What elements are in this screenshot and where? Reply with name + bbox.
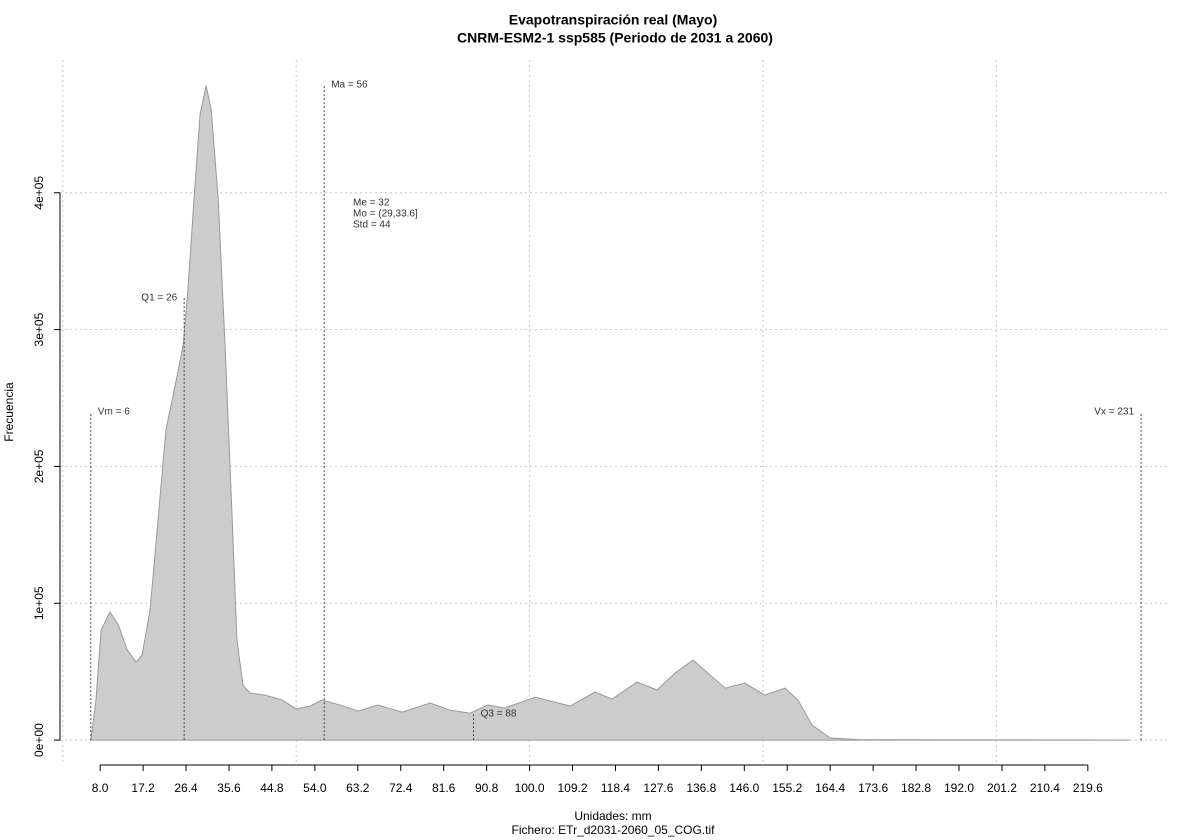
y-tick-label: 3e+05 bbox=[32, 312, 46, 346]
y-tick-label: 4e+05 bbox=[32, 176, 46, 210]
x-tick-label: 192.0 bbox=[944, 781, 974, 795]
y-tick-label: 2e+05 bbox=[32, 449, 46, 483]
x-tick-label: 17.2 bbox=[131, 781, 155, 795]
x-tick-label: 127.6 bbox=[643, 781, 673, 795]
x-axis-label: Unidades: mm bbox=[574, 809, 651, 823]
marker-label: Ma = 56 bbox=[331, 80, 368, 91]
x-tick-label: 210.4 bbox=[1030, 781, 1060, 795]
marker-label: Q1 = 26 bbox=[141, 293, 177, 304]
stat-label: Me = 32 bbox=[353, 198, 390, 209]
x-tick-label: 54.0 bbox=[303, 781, 327, 795]
x-tick-label: 26.4 bbox=[174, 781, 198, 795]
density-area bbox=[90, 85, 1130, 741]
x-tick-label: 146.0 bbox=[729, 781, 759, 795]
y-tick-label: 1e+05 bbox=[32, 586, 46, 620]
chart-subtitle: CNRM-ESM2-1 ssp585 (Periodo de 2031 a 20… bbox=[457, 30, 773, 46]
x-tick-label: 44.8 bbox=[260, 781, 284, 795]
marker-label: Vm = 6 bbox=[98, 407, 130, 418]
x-tick-label: 164.4 bbox=[815, 781, 845, 795]
y-axis-label: Frecuencia bbox=[2, 382, 16, 442]
y-tick-label: 0e+00 bbox=[32, 723, 46, 757]
x-tick-label: 118.4 bbox=[601, 781, 630, 795]
x-tick-label: 173.6 bbox=[858, 781, 888, 795]
x-tick-label: 201.2 bbox=[987, 781, 1017, 795]
x-tick-label: 109.2 bbox=[558, 781, 588, 795]
x-tick-label: 155.2 bbox=[772, 781, 802, 795]
x-tick-label: 219.6 bbox=[1073, 781, 1103, 795]
caption: Fichero: ETr_d2031-2060_05_COG.tif bbox=[512, 823, 716, 837]
x-tick-label: 63.2 bbox=[346, 781, 370, 795]
x-tick-label: 81.6 bbox=[432, 781, 456, 795]
x-tick-label: 182.8 bbox=[901, 781, 931, 795]
x-tick-label: 8.0 bbox=[92, 781, 109, 795]
x-tick-label: 90.8 bbox=[475, 781, 499, 795]
x-tick-label: 35.6 bbox=[217, 781, 241, 795]
stat-label: Mo = (29,33.6] bbox=[353, 209, 418, 220]
x-tick-label: 72.4 bbox=[389, 781, 413, 795]
x-tick-label: 100.0 bbox=[515, 781, 545, 795]
marker-label: Q3 = 88 bbox=[481, 709, 517, 720]
marker-label: Vx = 231 bbox=[1094, 407, 1134, 418]
chart-title: Evapotranspiración real (Mayo) bbox=[509, 12, 718, 28]
stat-label: Std = 44 bbox=[353, 220, 391, 231]
x-tick-label: 136.8 bbox=[686, 781, 716, 795]
